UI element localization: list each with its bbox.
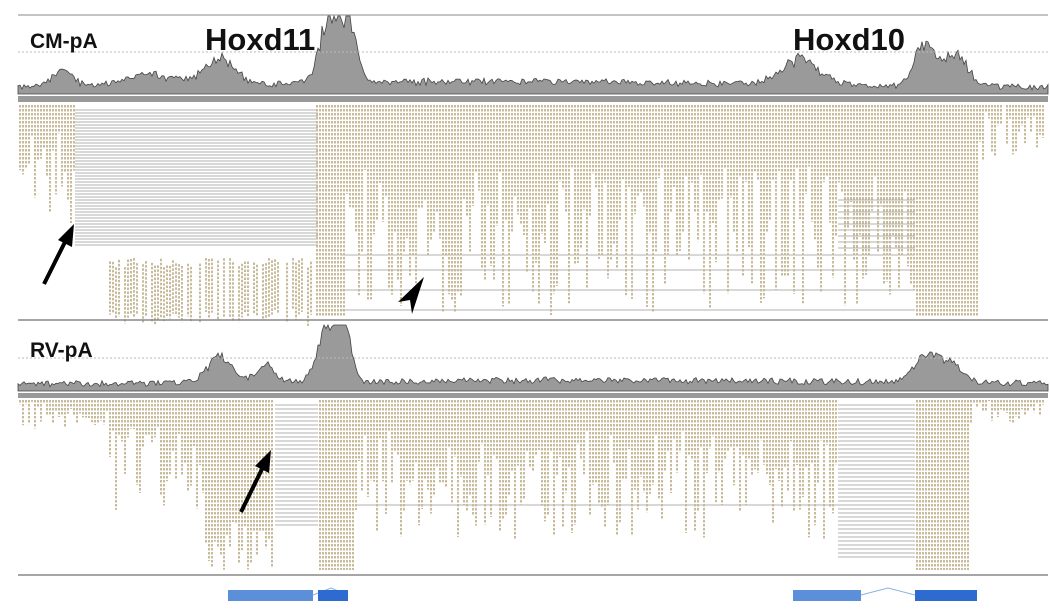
track-separator bbox=[18, 393, 1048, 398]
gene-label: Hoxd11 bbox=[205, 22, 315, 57]
exon bbox=[915, 590, 977, 601]
arrow-shaft bbox=[239, 466, 265, 513]
gene-label: Hoxd10 bbox=[793, 22, 905, 57]
gene-model bbox=[793, 587, 977, 601]
coverage-profile bbox=[17, 14, 1049, 95]
exon bbox=[318, 590, 348, 601]
exon bbox=[793, 590, 861, 601]
tracks bbox=[17, 14, 1049, 570]
track-separator bbox=[18, 96, 1048, 102]
track-label: CM-pA bbox=[30, 30, 98, 53]
arrow-head bbox=[58, 224, 74, 247]
arrow-shaft bbox=[42, 239, 68, 285]
exon bbox=[228, 590, 313, 601]
intron bbox=[860, 587, 916, 596]
arrow-head bbox=[255, 450, 271, 473]
arrowhead bbox=[398, 277, 424, 314]
coverage-profile bbox=[17, 323, 1049, 392]
gene-model bbox=[228, 587, 349, 601]
track-label: RV-pA bbox=[30, 339, 93, 362]
arrow bbox=[42, 224, 74, 285]
arrow bbox=[239, 450, 271, 513]
